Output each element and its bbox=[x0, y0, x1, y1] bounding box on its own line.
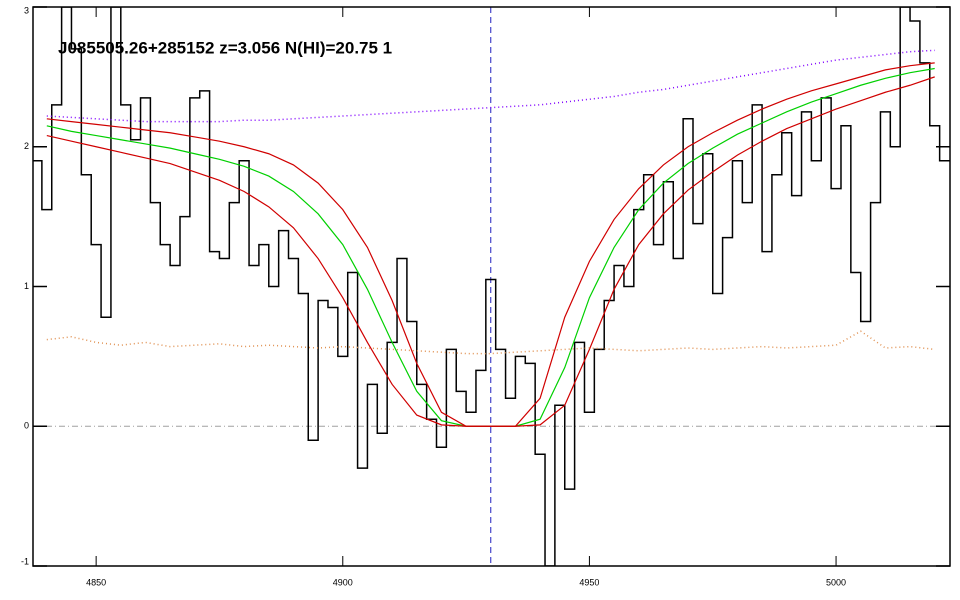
x-tick-label: 5000 bbox=[826, 577, 846, 587]
x-tick-label: 4850 bbox=[86, 577, 106, 587]
y-tick-label: 2 bbox=[24, 141, 29, 151]
model-line bbox=[46, 49, 935, 123]
y-tick-label: -1 bbox=[21, 556, 29, 566]
y-tick-label: 1 bbox=[24, 281, 29, 291]
y-tick-label: 0 bbox=[24, 421, 29, 431]
flux-line bbox=[33, 7, 950, 566]
x-tick-label: 4900 bbox=[333, 577, 353, 587]
y-tick-label: 3 bbox=[24, 5, 29, 15]
x-tick-label: 4950 bbox=[579, 577, 599, 587]
plot-area bbox=[33, 7, 950, 566]
model-line bbox=[46, 76, 935, 427]
chart-title: J085505.26+285152 z=3.056 N(HI)=20.75 1 bbox=[58, 38, 392, 57]
